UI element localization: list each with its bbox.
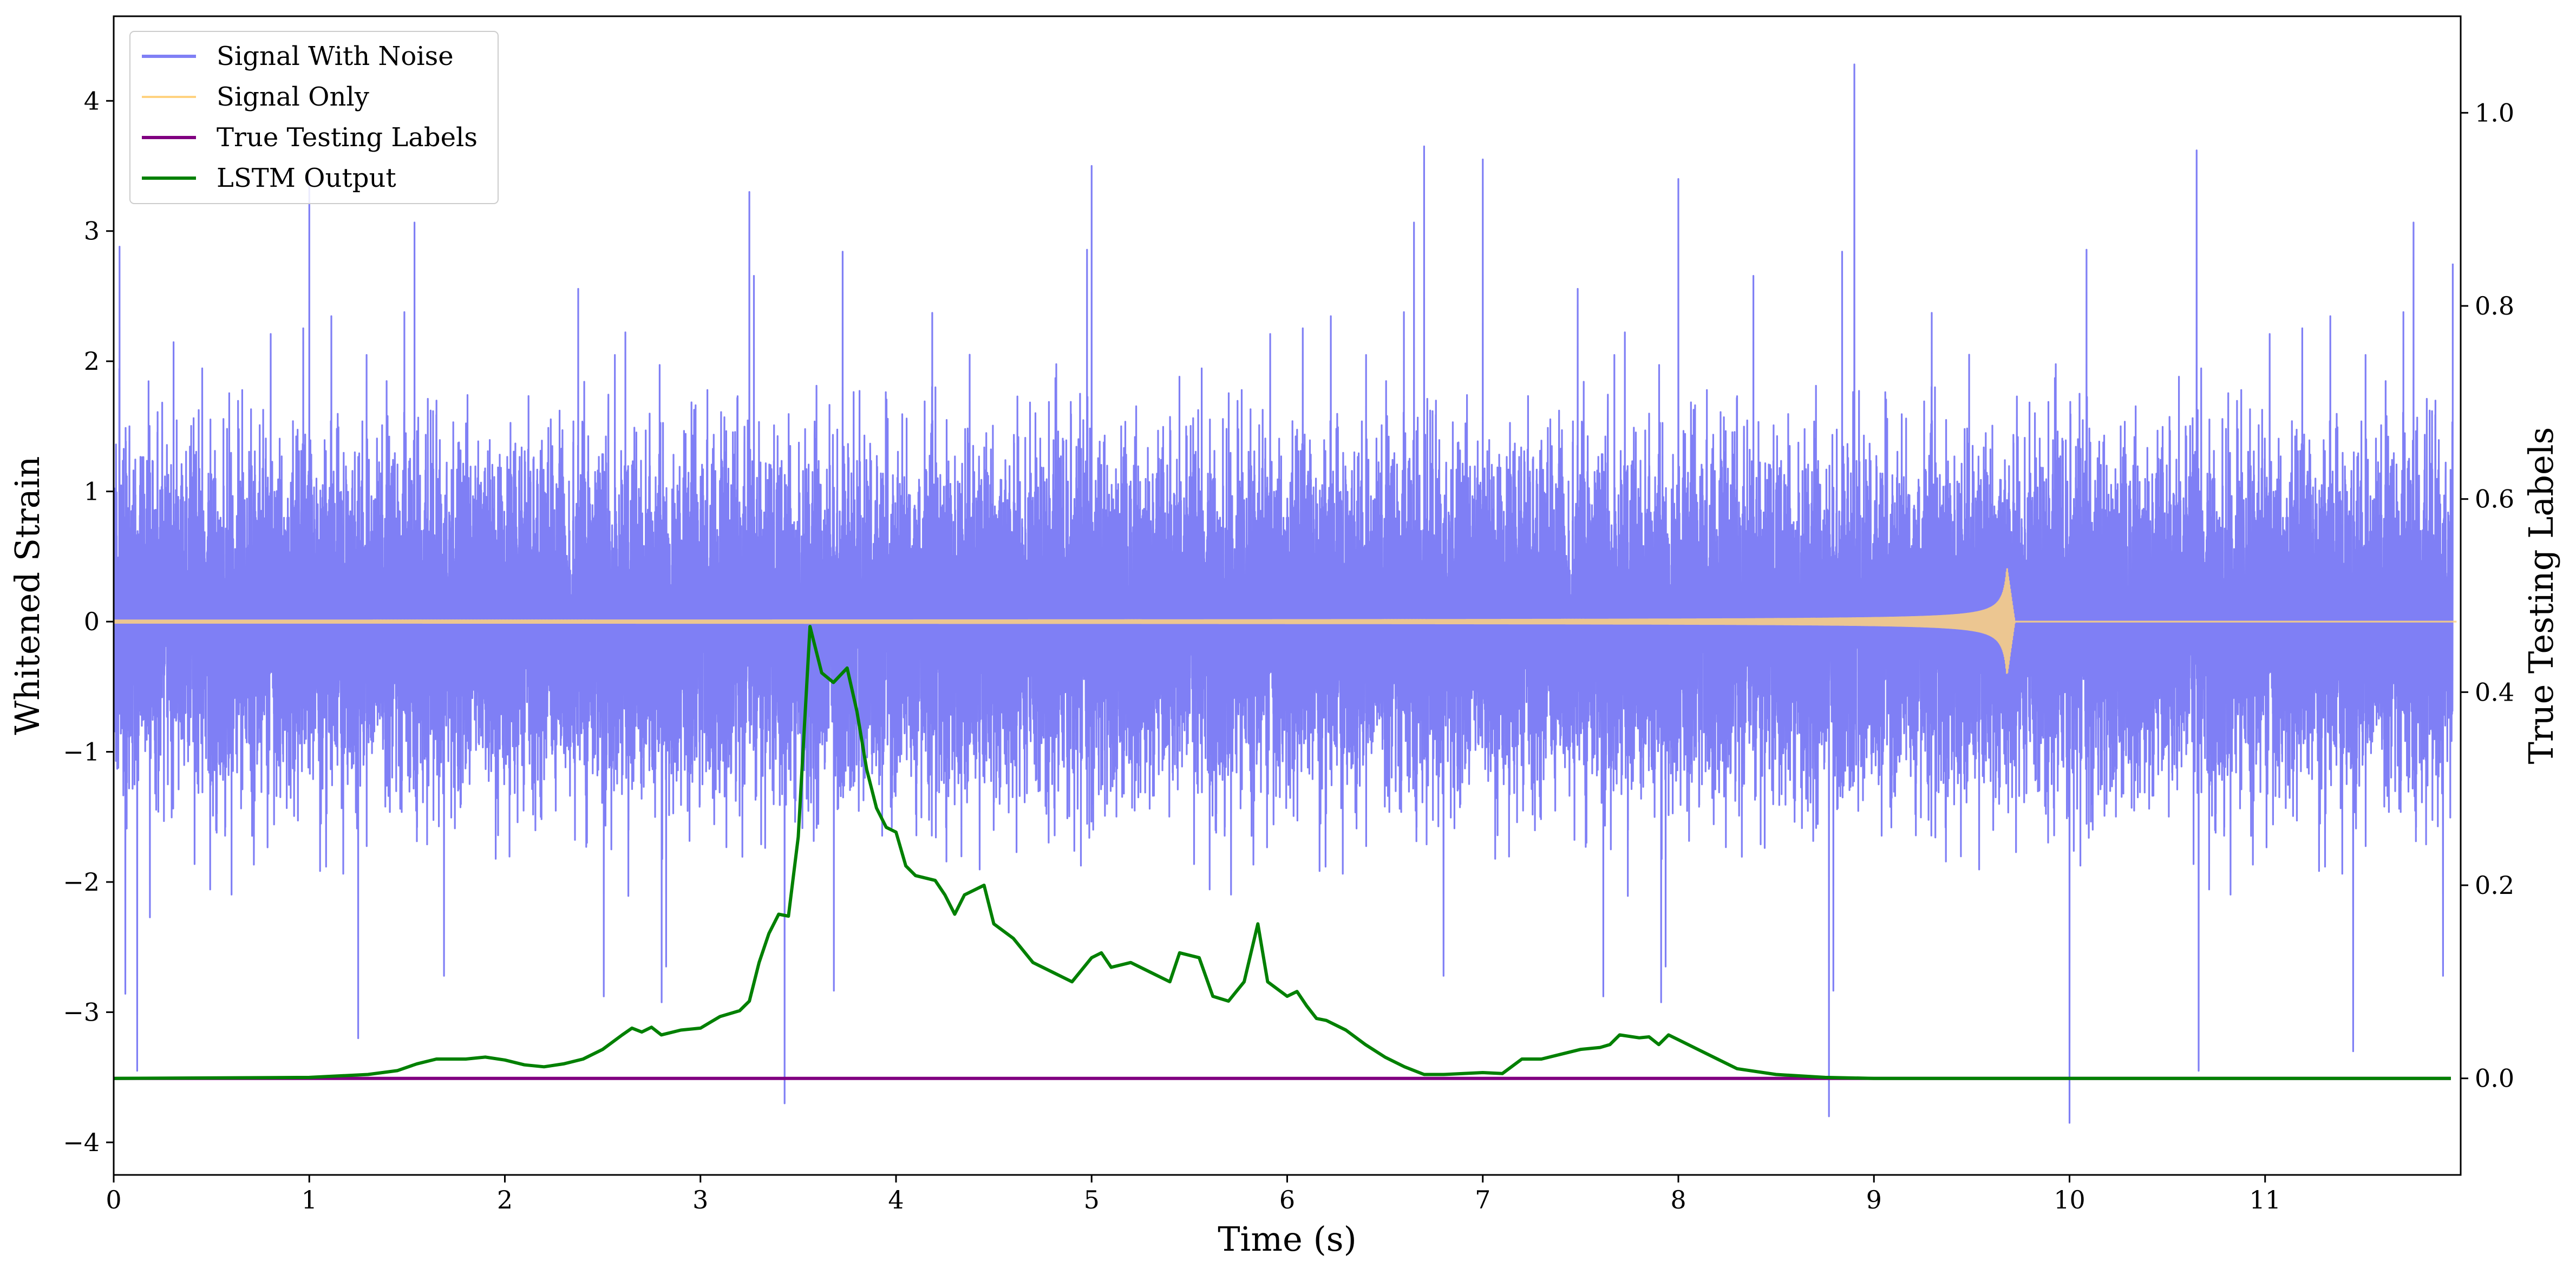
y2-tick-label: 0.2 xyxy=(2475,871,2514,900)
y-tick-label: 2 xyxy=(84,347,100,376)
y2-tick-label: 1.0 xyxy=(2475,98,2514,127)
legend-label: Signal With Noise xyxy=(217,41,454,71)
x-tick-label: 1 xyxy=(302,1185,317,1214)
x-axis-title: Time (s) xyxy=(1218,1219,1357,1259)
y-tick-label: 4 xyxy=(84,86,100,115)
x-tick-label: 7 xyxy=(1475,1185,1490,1214)
y2-tick-label: 0.0 xyxy=(2475,1064,2514,1093)
x-tick-label: 3 xyxy=(692,1185,708,1214)
legend-label: True Testing Labels xyxy=(217,122,478,153)
y-axis-right: 0.0 0.2 0.4 0.6 0.8 1.0 xyxy=(2461,98,2514,1093)
y2-tick-label: 0.8 xyxy=(2475,291,2514,321)
x-tick-label: 10 xyxy=(2054,1185,2085,1214)
lstm-output-line xyxy=(114,625,2451,1080)
x-tick-label: 9 xyxy=(1866,1185,1882,1214)
x-tick-label: 2 xyxy=(497,1185,513,1214)
x-tick-label: 4 xyxy=(888,1185,904,1214)
y-tick-label: −3 xyxy=(63,997,100,1027)
x-tick-label: 11 xyxy=(2249,1185,2281,1214)
y2-tick-label: 0.4 xyxy=(2475,677,2514,707)
series-signal-with-noise xyxy=(114,63,2454,1124)
x-tick-label: 8 xyxy=(1670,1185,1686,1214)
y-axis-title: Whitened Strain xyxy=(8,456,47,735)
y-axis-left: −4 −3 −2 −1 0 1 2 3 4 xyxy=(63,86,114,1157)
signal-only-line xyxy=(114,568,2457,674)
series-signal-only xyxy=(114,568,2457,674)
y-tick-label: −1 xyxy=(63,737,100,767)
y2-tick-label: 0.6 xyxy=(2475,485,2514,514)
signal-with-noise-line xyxy=(114,63,2454,1124)
legend-label: LSTM Output xyxy=(217,163,396,193)
y2-axis-title: True Testing Labels xyxy=(2521,427,2561,765)
x-tick-label: 5 xyxy=(1084,1185,1100,1214)
y-tick-label: 3 xyxy=(84,217,100,246)
legend-label: Signal Only xyxy=(217,82,369,112)
y-tick-label: 1 xyxy=(84,477,100,506)
x-tick-label: 6 xyxy=(1279,1185,1295,1214)
y-tick-label: −4 xyxy=(63,1128,100,1157)
x-axis: 0 1 2 3 4 5 6 7 8 9 10 11 xyxy=(106,1175,2281,1214)
y-tick-label: −2 xyxy=(63,867,100,897)
series-lstm-output xyxy=(114,625,2451,1080)
legend-box xyxy=(129,31,499,204)
x-tick-label: 0 xyxy=(106,1185,121,1214)
y-tick-label: 0 xyxy=(84,607,100,636)
legend: Signal With Noise Signal Only True Testing… xyxy=(129,31,499,204)
